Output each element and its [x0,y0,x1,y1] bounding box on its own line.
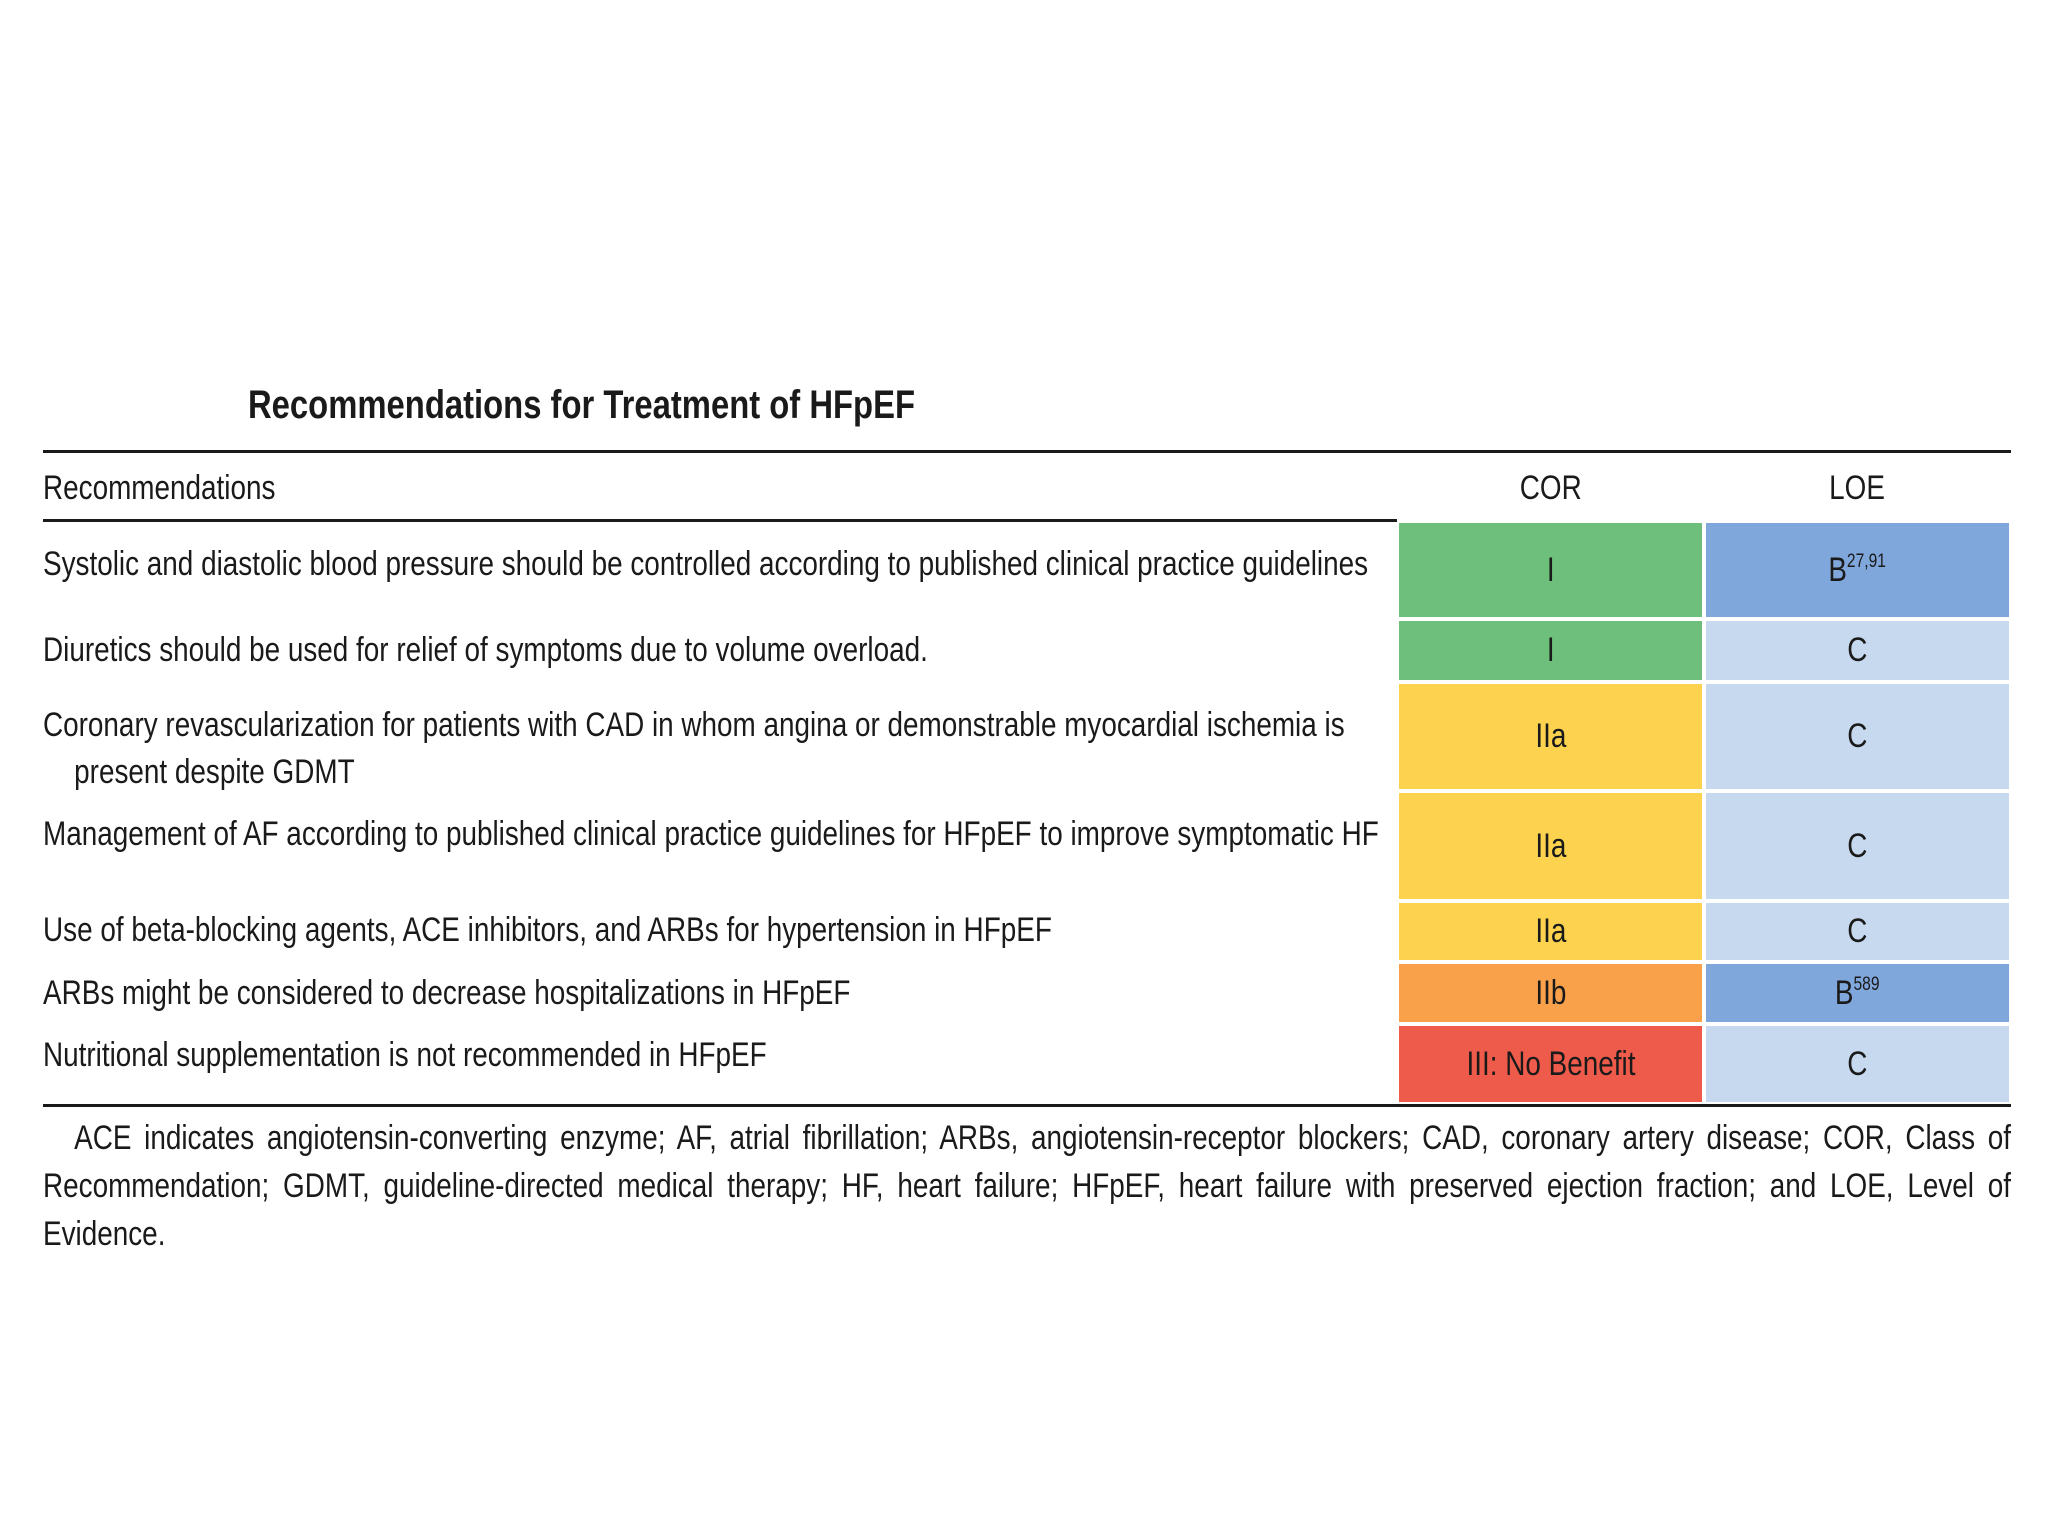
header-cor: COR [1397,467,1704,509]
loe-text: C [1847,912,1867,951]
cor-cell: IIb [1397,962,1704,1024]
recommendation: Coronary revascularization for patients … [43,706,1345,791]
recommendation: Nutritional supplementation is not recom… [43,1036,767,1074]
loe-level: C [1847,826,1868,865]
header-text: COR [1519,469,1582,507]
loe-level: C [1847,631,1868,669]
header-rule [43,519,1397,522]
loe-text: C [1847,1045,1867,1084]
loe-cell: C [1704,619,2011,682]
bottom-rule [43,1104,2011,1107]
recommendation: ARBs might be considered to decrease hos… [43,974,851,1012]
cor-cell: III: No Benefit [1397,1024,1704,1104]
loe-cell: C [1704,901,2011,962]
loe-refs: 589 [1853,973,1880,995]
cor-text: IIa [1534,717,1567,755]
header-recommendations: Recommendations [43,469,276,507]
cor-cell: IIa [1397,682,1704,791]
loe-level: C [1847,1044,1868,1083]
loe-cell: C [1704,791,2011,901]
top-rule [43,450,2011,453]
cor-text: I [1546,550,1555,589]
header-text: LOE [1829,469,1886,507]
cor-text: IIa [1534,912,1567,950]
loe-cell: B27,91 [1704,521,2011,619]
recommendation: Diuretics should be used for relief of s… [43,631,928,669]
loe-level: B [1835,973,1854,1012]
loe-text: B589 [1835,974,1880,1013]
loe-text: C [1847,717,1867,756]
loe-level: B [1828,550,1848,589]
loe-cell: B589 [1704,962,2011,1024]
loe-text: C [1847,827,1867,866]
recommendation: Systolic and diastolic blood pressure sh… [43,545,1369,583]
table-title: Recommendations for Treatment of HFpEF [248,383,916,427]
cor-cell: IIa [1397,791,1704,901]
cor-text: IIa [1534,826,1567,865]
loe-text: B27,91 [1829,551,1887,590]
loe-level: C [1847,912,1868,950]
cor-cell: IIa [1397,901,1704,962]
cor-cell: I [1397,619,1704,682]
recommendation: Use of beta-blocking agents, ACE inhibit… [43,911,1052,949]
cor-cell: I [1397,521,1704,619]
loe-refs: 27,91 [1847,550,1887,572]
loe-cell: C [1704,1024,2011,1104]
cor-text: I [1546,631,1555,669]
loe-text: C [1847,631,1867,670]
cor-text: III: No Benefit [1466,1044,1635,1083]
footnote: ACE indicates angiotensin-converting enz… [43,1119,2011,1253]
loe-cell: C [1704,682,2011,791]
cor-text: IIb [1534,973,1567,1012]
loe-level: C [1847,717,1868,755]
recommendation: Management of AF according to published … [43,815,1379,853]
header-loe: LOE [1704,467,2011,509]
